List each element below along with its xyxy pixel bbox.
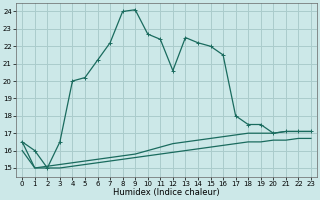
X-axis label: Humidex (Indice chaleur): Humidex (Indice chaleur) [113, 188, 220, 197]
